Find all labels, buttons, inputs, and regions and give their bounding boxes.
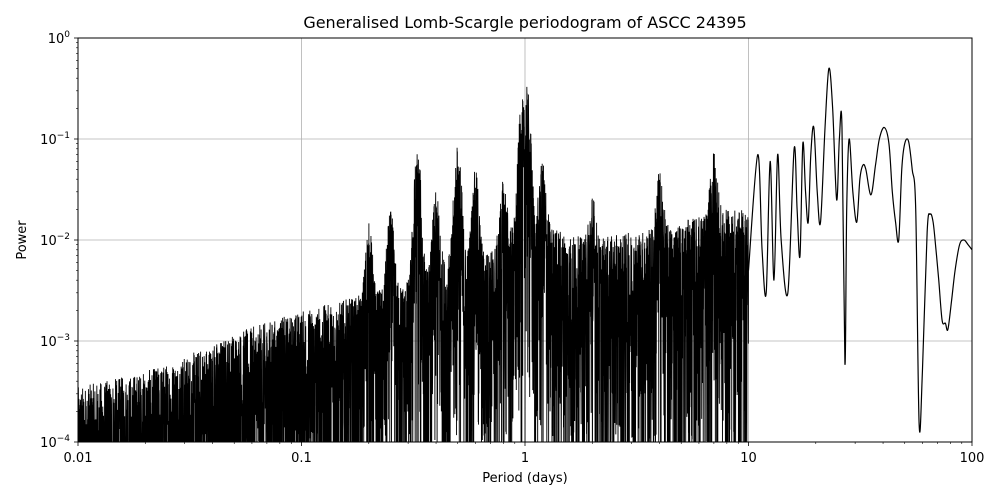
x-tick-label: 100 [960,451,985,466]
series-line [747,67,972,433]
y-axis-label: Power [15,220,30,260]
y-tick-label: 10−1 [40,131,70,148]
x-tick-label: 1 [521,451,529,466]
y-tick-label: 100 [48,30,71,47]
x-tick-label: 10 [740,451,757,466]
noise-periodogram-line [78,86,749,442]
y-tick-label: 10−4 [40,434,70,451]
axis-ticks: 0.01 0.1 1 10 100 10−4 10−3 10−2 10−1 100 [40,30,984,466]
x-tick-label: 0.01 [64,451,93,466]
chart-title: Generalised Lomb-Scargle periodogram of … [303,13,746,32]
x-axis-label: Period (days) [482,471,568,486]
y-tick-label: 10−2 [40,232,70,249]
x-tick-label: 0.1 [291,451,312,466]
y-tick-label: 10−3 [40,333,70,350]
data-layer [78,67,972,442]
